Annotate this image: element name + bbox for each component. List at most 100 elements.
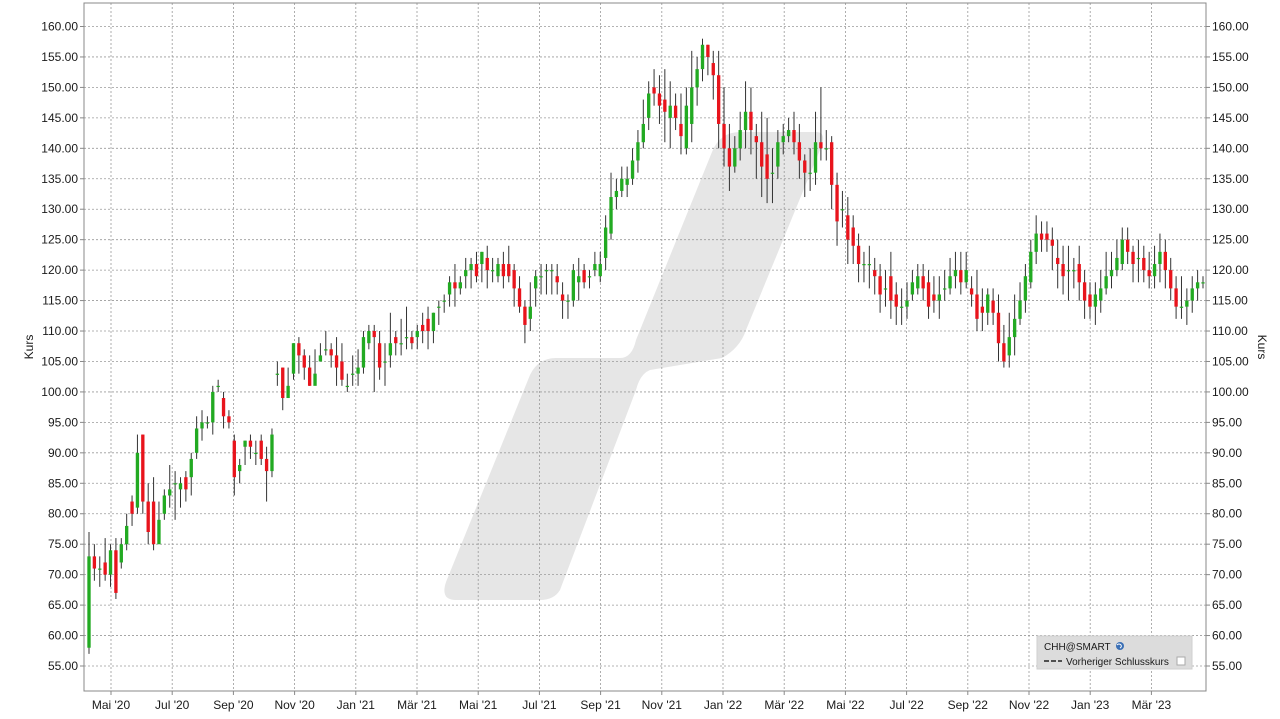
candle [1066,245,1071,301]
candle [447,276,452,307]
globe-icon [1116,642,1124,650]
candle-body [948,276,952,289]
candle-body [512,270,516,289]
candle [856,233,861,283]
candle [663,69,667,143]
candle-body [727,148,732,167]
candle-body [157,519,161,545]
candle-body [711,63,715,76]
candle [657,75,662,124]
candle [501,251,506,289]
candle-body [87,556,91,648]
candle [652,69,656,106]
candle-body [1158,251,1162,265]
candle [383,343,387,386]
candle [673,93,678,131]
candle [415,324,419,350]
candle [1158,233,1162,283]
candle-body [996,312,1001,344]
candle [496,257,500,283]
candle-body [964,270,968,283]
candle-body [173,483,177,485]
x-tick-label: Mär '22 [764,698,804,712]
y-tick-label: 130.00 [1212,202,1249,216]
candle [996,294,1001,362]
candle [431,312,436,344]
candle-body [496,264,500,277]
candle-body [1152,264,1157,277]
candle-body [749,111,753,131]
y-tick-label: 155.00 [41,50,78,64]
candle [453,264,457,307]
candle-body [706,44,710,57]
x-tick-label: Sep '22 [948,698,989,712]
y-tick-label: 160.00 [1212,20,1249,34]
candle [808,148,812,191]
candle-body [254,452,258,455]
candle-body [480,251,484,265]
x-tick-label: Mai '22 [826,698,865,712]
candle [248,434,253,459]
candle-body [786,130,791,137]
candle [125,513,129,551]
y-tick-label: 110.00 [1212,324,1248,338]
candle [813,111,818,185]
candle-body [975,294,979,319]
candle-body [394,337,398,344]
candle [797,123,802,179]
y-tick-label: 60.00 [48,629,78,643]
candle-body [194,428,199,453]
candle-body [313,373,317,386]
candle [151,477,156,551]
candle-body [453,282,457,289]
candle [168,465,172,508]
candle [593,251,597,277]
candle-body [539,276,543,278]
candle [883,270,888,307]
candle [754,123,758,179]
candle-body [673,105,678,118]
candle-body [221,398,226,417]
candle [738,111,742,161]
legend-checkbox[interactable] [1176,656,1186,666]
candle [1195,270,1200,301]
candle-body [420,324,425,332]
candle-body [464,270,468,277]
candle-body [474,264,479,277]
candle-body [383,361,387,363]
candle-body [690,87,694,124]
candle-body [259,440,263,459]
candle-body [899,306,904,308]
candle-body [399,343,403,345]
candle [205,416,210,429]
candle-body [792,130,796,143]
legend-symbol: CHH@SMART [1044,642,1111,653]
candle-body [722,123,726,149]
candle [1190,276,1194,313]
candle-body [932,294,936,301]
y-tick-label: 105.00 [1212,354,1249,368]
candle [1061,245,1065,295]
candle [1029,239,1033,289]
candle-body [1185,300,1189,307]
candle-body [894,294,898,307]
candle [1179,276,1184,319]
candle-body [1056,257,1060,265]
candle [534,270,538,307]
candle [550,264,554,295]
candle [926,270,931,319]
candle [625,166,629,198]
candle [1007,312,1011,368]
candle [905,282,909,319]
candle [781,123,785,155]
candle [620,166,624,198]
candle [324,331,328,356]
candle-body [840,209,845,211]
y-tick-label: 100.00 [1212,385,1249,399]
candle-body [318,355,323,362]
candle [835,172,839,246]
candle [464,257,468,289]
candle [829,136,834,210]
candle-body [367,331,371,344]
